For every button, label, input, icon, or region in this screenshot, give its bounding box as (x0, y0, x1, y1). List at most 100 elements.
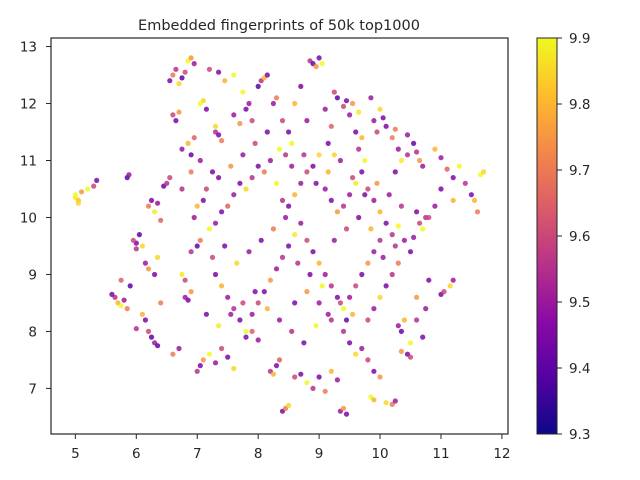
data-point (322, 186, 328, 192)
colorbar-ticks: 9.3 9.4 9.5 9.6 9.7 9.8 9.9 (557, 31, 590, 443)
data-point (246, 249, 252, 255)
data-point (158, 300, 164, 306)
data-point (118, 303, 124, 309)
data-point (331, 152, 337, 158)
data-point (197, 157, 203, 164)
data-point (273, 363, 280, 369)
data-point (276, 146, 283, 152)
data-point (414, 294, 420, 300)
data-point (283, 214, 289, 221)
data-point (347, 192, 353, 198)
data-point (148, 197, 155, 203)
data-point (152, 209, 158, 215)
data-point (179, 146, 185, 152)
data-point (194, 243, 200, 249)
data-point (340, 405, 347, 411)
data-point (359, 345, 365, 352)
data-point (377, 374, 383, 380)
data-point (374, 129, 380, 135)
data-point (401, 237, 407, 243)
colorbar-tick-label: 9.5 (569, 295, 590, 311)
y-tick-label: 11 (20, 154, 37, 170)
data-point (167, 175, 173, 181)
data-point (182, 277, 188, 283)
y-tick-label: 12 (20, 97, 37, 113)
data-point (328, 317, 334, 323)
data-point (243, 106, 249, 112)
data-point (304, 118, 310, 124)
data-point (258, 237, 264, 243)
data-point (340, 328, 347, 334)
data-point (353, 129, 359, 135)
data-point (334, 294, 340, 300)
data-point (411, 234, 417, 240)
data-point (219, 209, 225, 215)
data-point (383, 123, 389, 129)
data-point (231, 306, 237, 312)
data-point (301, 340, 307, 346)
data-point (289, 140, 295, 146)
data-point (182, 69, 188, 75)
data-point (249, 328, 255, 334)
data-point (139, 243, 145, 249)
data-point (118, 277, 124, 283)
x-axis-ticks: 5 6 7 8 9 10 11 12 (71, 434, 511, 462)
data-point (155, 200, 161, 206)
data-point (292, 374, 298, 380)
y-tick-label: 8 (28, 324, 37, 340)
data-point (188, 289, 194, 295)
data-point (334, 209, 340, 215)
data-point (252, 289, 258, 295)
data-point (179, 186, 185, 192)
data-point (145, 266, 152, 272)
data-point (164, 180, 170, 186)
data-point (371, 197, 377, 203)
data-point (127, 283, 133, 289)
data-point (130, 237, 136, 243)
data-point (286, 203, 292, 209)
data-point (179, 75, 185, 81)
data-point (359, 135, 365, 141)
data-point (197, 237, 203, 243)
data-point (142, 260, 148, 266)
data-point (216, 69, 222, 75)
data-point (249, 311, 255, 317)
data-point (392, 398, 398, 404)
data-point (194, 203, 200, 209)
data-point (109, 291, 115, 297)
data-point (136, 232, 142, 238)
data-point (350, 175, 356, 181)
data-point (392, 169, 398, 175)
data-point (319, 283, 325, 289)
data-point (356, 214, 362, 221)
data-point (371, 368, 377, 374)
data-point (310, 249, 316, 255)
data-point (353, 351, 359, 357)
data-point (407, 354, 414, 360)
data-point (322, 271, 328, 278)
y-tick-label: 9 (28, 267, 37, 283)
data-point (206, 226, 212, 232)
data-point (316, 260, 322, 266)
data-point (155, 254, 161, 260)
data-point (216, 132, 222, 138)
data-point (145, 203, 152, 209)
data-point (72, 192, 78, 198)
data-point (286, 402, 292, 409)
data-point (188, 249, 194, 255)
y-axis-ticks: 7 8 9 10 11 12 13 (20, 40, 51, 397)
data-point (447, 283, 453, 289)
y-tick-label: 7 (28, 381, 37, 397)
data-point (310, 163, 316, 169)
data-point (310, 385, 316, 391)
data-point (237, 180, 243, 186)
data-point (200, 197, 206, 203)
data-point (380, 254, 386, 260)
data-point (362, 192, 368, 198)
data-point (377, 209, 383, 215)
data-point (368, 226, 374, 232)
data-point (383, 283, 389, 289)
colorbar-tick-label: 9.8 (569, 97, 590, 113)
data-point (322, 388, 328, 394)
